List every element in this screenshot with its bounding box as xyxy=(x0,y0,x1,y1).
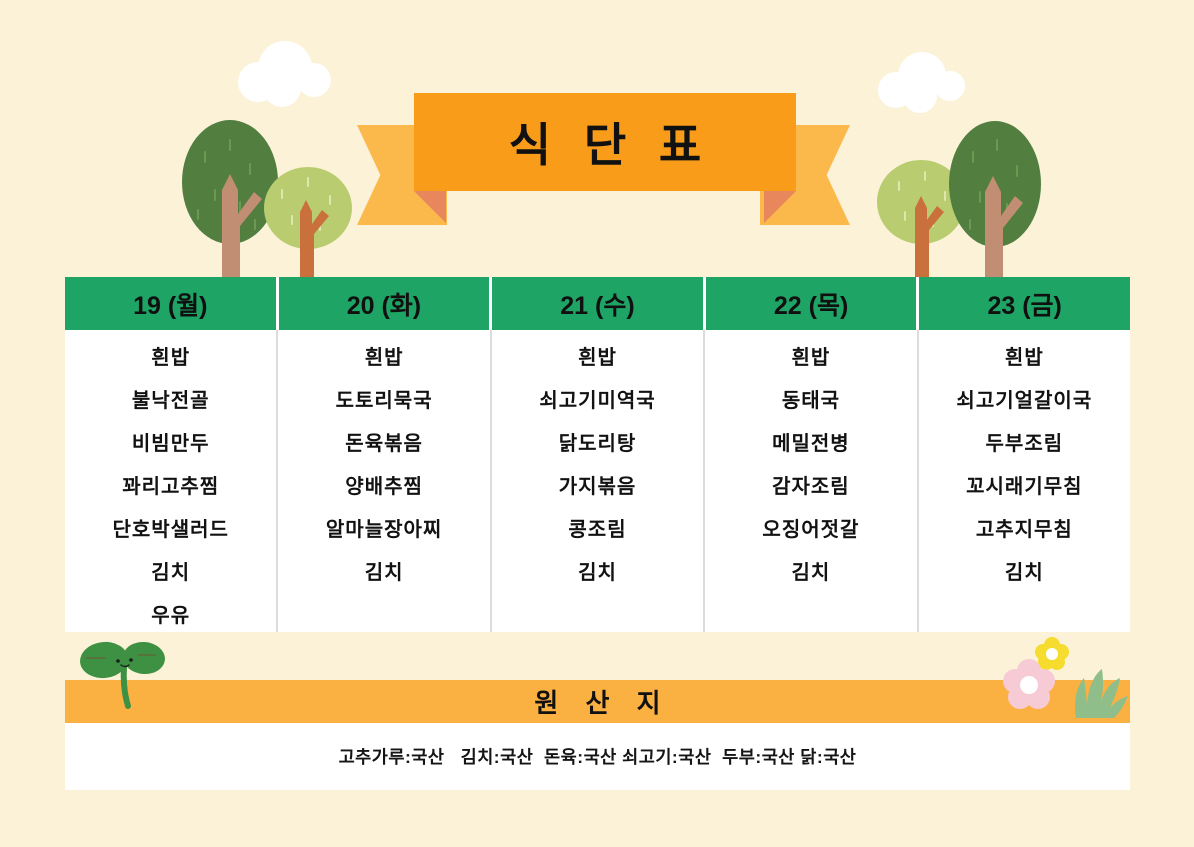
menu-item: 두부조림 xyxy=(985,433,1064,455)
menu-item: 오징어젓갈 xyxy=(762,519,860,541)
sprout-icon xyxy=(80,641,165,709)
menu-item: 흰밥 xyxy=(1004,347,1044,369)
tree-light-icon xyxy=(877,160,965,277)
flower-pink-icon xyxy=(1003,659,1055,709)
page-title: 식 단 표 xyxy=(508,119,712,171)
menu-item: 메밀전병 xyxy=(772,433,850,455)
menu-item: 돈육볶음 xyxy=(345,433,423,455)
day-header: 23 (금) xyxy=(919,277,1130,330)
menu-column-monday: 흰밥 불낙전골 비빔만두 꽈리고추찜 단호박샐러드 김치 우유 xyxy=(65,330,276,632)
tree-group-right xyxy=(877,121,1041,277)
menu-item: 비빔만두 xyxy=(131,433,210,455)
menu-item: 김치 xyxy=(364,562,404,584)
menu-item: 흰밥 xyxy=(791,347,831,369)
origin-title: 원 산 지 xyxy=(534,688,671,718)
menu-item: 가지볶음 xyxy=(558,476,637,498)
menu-item: 우유 xyxy=(151,605,191,627)
menu-item: 동태국 xyxy=(781,390,841,412)
day-header-row: 19 (월) 20 (화) 21 (수) 22 (목) 23 (금) xyxy=(65,277,1130,330)
menu-item: 흰밥 xyxy=(364,347,404,369)
menu-table: 흰밥 불낙전골 비빔만두 꽈리고추찜 단호박샐러드 김치 우유 흰밥 도토리묵국… xyxy=(65,330,1130,632)
origin-details: 고추가루:국산 김치:국산 돈육:국산 쇠고기:국산 두부:국산 닭:국산 xyxy=(338,747,857,767)
flower-yellow-icon xyxy=(1035,637,1069,670)
tree-dark-icon xyxy=(949,121,1041,277)
day-header: 20 (화) xyxy=(278,277,490,330)
origin-bar: 원 산 지 xyxy=(65,680,1130,723)
menu-column-tuesday: 흰밥 도토리묵국 돈육볶음 양배추찜 알마늘장아찌 김치 xyxy=(276,330,489,632)
tree-dark-icon xyxy=(182,120,278,277)
tree-light-icon xyxy=(264,167,352,277)
menu-item: 흰밥 xyxy=(151,347,191,369)
menu-item: 흰밥 xyxy=(578,347,617,369)
menu-item: 감자조림 xyxy=(772,476,850,498)
menu-item: 김치 xyxy=(151,562,191,584)
day-header: 22 (목) xyxy=(705,277,917,330)
menu-item: 김치 xyxy=(1004,562,1044,584)
menu-column-thursday: 흰밥 동태국 메밀전병 감자조림 오징어젓갈 김치 xyxy=(703,330,916,632)
menu-item: 도토리묵국 xyxy=(335,390,433,412)
menu-item: 콩조림 xyxy=(568,519,627,541)
day-header: 19 (월) xyxy=(65,277,276,330)
menu-item: 불낙전골 xyxy=(131,390,210,412)
origin-strip: 고추가루:국산 김치:국산 돈육:국산 쇠고기:국산 두부:국산 닭:국산 xyxy=(65,723,1130,790)
menu-item: 꼬시래기무침 xyxy=(966,476,1083,498)
menu-item: 단호박샐러드 xyxy=(112,519,229,541)
cloud-icon xyxy=(878,52,965,113)
menu-column-friday: 흰밥 쇠고기얼갈이국 두부조림 꼬시래기무침 고추지무침 김치 xyxy=(916,330,1130,632)
menu-item: 김치 xyxy=(791,562,831,584)
cloud-icon xyxy=(238,41,331,107)
menu-item: 김치 xyxy=(578,562,617,584)
menu-item: 쇠고기미역국 xyxy=(539,390,656,412)
grass-icon xyxy=(1074,669,1128,718)
menu-item: 닭도리탕 xyxy=(558,433,637,455)
menu-item: 꽈리고추찜 xyxy=(122,476,220,498)
bottom-right-decorations xyxy=(1003,637,1128,718)
menu-item: 쇠고기얼갈이국 xyxy=(956,390,1093,412)
menu-item: 양배추찜 xyxy=(345,476,423,498)
menu-item: 알마늘장아찌 xyxy=(325,519,443,541)
title-banner: 식 단 표 xyxy=(414,93,796,191)
day-header: 21 (수) xyxy=(492,277,703,330)
menu-item: 고추지무침 xyxy=(975,519,1073,541)
menu-column-wednesday: 흰밥 쇠고기미역국 닭도리탕 가지볶음 콩조림 김치 xyxy=(489,330,703,632)
tree-group-left xyxy=(182,120,352,277)
